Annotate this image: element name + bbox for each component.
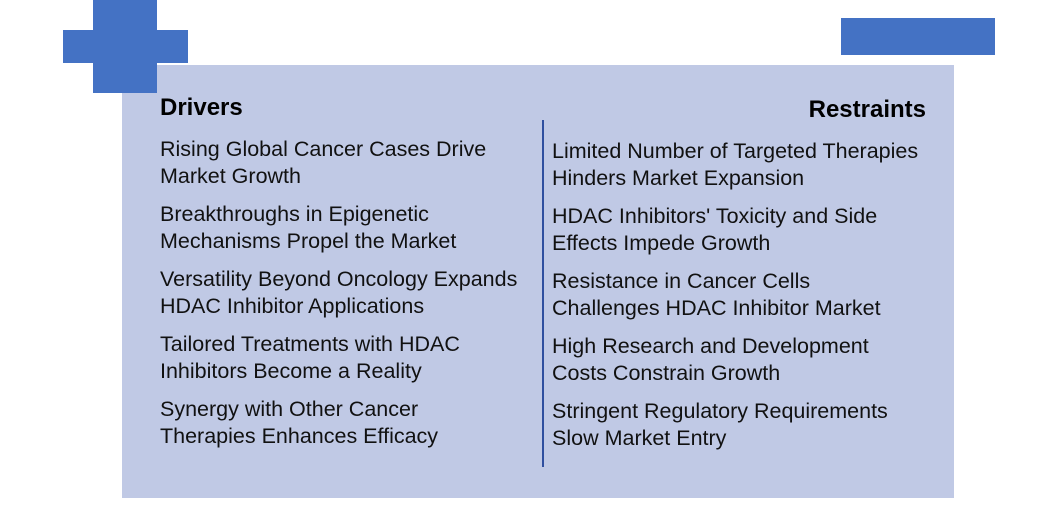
restraints-heading: Restraints <box>808 96 926 123</box>
drivers-heading: Drivers <box>160 94 243 121</box>
restraint-item: Stringent Regulatory Requirements Slow M… <box>552 399 888 450</box>
decorative-rectangle <box>841 18 995 55</box>
content-panel <box>122 65 954 498</box>
driver-item: Rising Global Cancer Cases Drive Market … <box>160 137 487 188</box>
driver-item: Tailored Treatments with HDAC Inhibitors… <box>160 332 460 383</box>
restraint-item: High Research and Development Costs Cons… <box>552 334 869 385</box>
driver-item: Versatility Beyond Oncology Expands HDAC… <box>160 267 518 318</box>
drivers-list: Rising Global Cancer Cases Drive Market … <box>160 136 540 461</box>
driver-item: Synergy with Other Cancer Therapies Enha… <box>160 397 439 448</box>
restraint-item: Limited Number of Targeted Therapies Hin… <box>552 139 919 190</box>
decorative-cross-horizontal <box>63 30 188 63</box>
column-divider <box>542 120 544 467</box>
driver-item: Breakthroughs in Epigenetic Mechanisms P… <box>160 202 457 253</box>
restraint-item: Resistance in Cancer Cells Challenges HD… <box>552 269 881 320</box>
restraint-item: HDAC Inhibitors' Toxicity and Side Effec… <box>552 204 878 255</box>
restraints-list: Limited Number of Targeted Therapies Hin… <box>552 138 932 463</box>
